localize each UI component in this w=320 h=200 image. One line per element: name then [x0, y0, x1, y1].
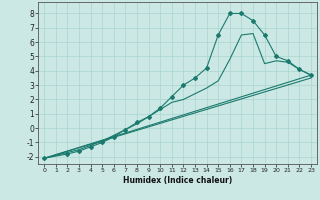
X-axis label: Humidex (Indice chaleur): Humidex (Indice chaleur) [123, 176, 232, 185]
